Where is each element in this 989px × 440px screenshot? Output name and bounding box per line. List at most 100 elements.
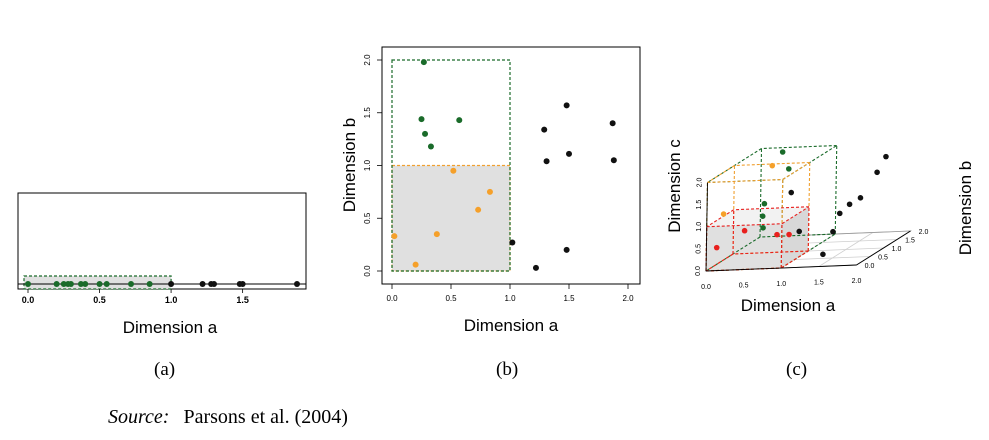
panel-c-floor-gridline bbox=[818, 232, 874, 267]
panel-b-point bbox=[566, 150, 572, 157]
panel-c-point bbox=[786, 231, 792, 238]
panel-c-y-axis-label: Dimension b bbox=[956, 161, 975, 256]
panel-a-x-axis-label: Dimension a bbox=[123, 318, 218, 337]
panel-a-frame bbox=[17, 192, 307, 290]
panel-c-x-tick-label: 1.5 bbox=[814, 280, 824, 287]
panel-c-point bbox=[779, 149, 786, 155]
panel-b-y-axis-label: Dimension b bbox=[340, 118, 359, 213]
panel-a-point bbox=[199, 281, 206, 287]
panel-c-orange-box-edge bbox=[782, 162, 811, 180]
panel-b-green-region bbox=[391, 59, 511, 272]
panel-b-x-axis-label: Dimension a bbox=[464, 316, 559, 335]
panel-b-point bbox=[543, 158, 550, 165]
panel-c-z-axis bbox=[705, 182, 708, 272]
panel-c-point bbox=[760, 225, 766, 231]
panel-c-y-tick-label: 1.5 bbox=[905, 238, 915, 245]
panel-b-point bbox=[486, 188, 493, 195]
panel-b-point bbox=[433, 231, 440, 238]
caption-a: (a) bbox=[154, 359, 176, 380]
source-label: Source: bbox=[108, 406, 170, 428]
panel-b-point bbox=[450, 167, 457, 174]
panel-b-y-tick-label: 2.0 bbox=[363, 54, 372, 66]
panel-c-point bbox=[720, 211, 727, 217]
panel-b-point bbox=[456, 117, 463, 124]
panel-c-red-cube-face bbox=[781, 206, 809, 268]
panel-a-x-tick-label: 1.5 bbox=[236, 295, 249, 305]
panel-c-x-tick-label: 2.0 bbox=[852, 278, 862, 285]
source-note: Source: Parsons et al. (2004) bbox=[108, 406, 348, 429]
panel-c-point bbox=[788, 189, 795, 196]
panel-c-point bbox=[857, 195, 864, 201]
panel-c-z-tick-label: 2.0 bbox=[697, 178, 704, 188]
panel-c-point bbox=[883, 153, 889, 160]
panel-c-x-axis-label: Dimension a bbox=[741, 296, 836, 315]
panel-b-point bbox=[418, 116, 425, 123]
panel-b-point bbox=[563, 246, 570, 253]
panel-c-y-tick-label: 1.0 bbox=[892, 246, 902, 253]
panel-b-x-tick-label: 0.0 bbox=[386, 294, 398, 303]
panel-a-point bbox=[128, 281, 135, 287]
panel-c-plot: 0.0 0.5 1.0 1.5 2.00.00.51.01.52.00.00.51.01… bbox=[665, 139, 975, 315]
caption-c: (c) bbox=[786, 359, 808, 380]
panel-b-point bbox=[475, 206, 482, 213]
panel-b-x-tick-label: 2.0 bbox=[622, 294, 634, 303]
panel-a-point bbox=[103, 281, 110, 287]
panel-a-x-tick-label: 0.5 bbox=[93, 295, 106, 305]
panel-c-red-box-edge bbox=[706, 209, 735, 228]
panel-c-red-box-edge bbox=[780, 223, 783, 269]
panel-c-z-tick-label: 0.5 bbox=[695, 244, 702, 254]
panel-b-shaded-region bbox=[391, 164, 511, 272]
panel-c-orange-box-edge bbox=[707, 178, 783, 184]
panel-c-point bbox=[741, 227, 748, 234]
panel-a-point bbox=[294, 281, 300, 287]
panel-c-point bbox=[796, 228, 803, 235]
panel-c-point bbox=[874, 169, 880, 176]
panel-b-point bbox=[541, 126, 548, 133]
panel-c-green-box-edge bbox=[834, 145, 838, 235]
panel-c-z-axis-label: Dimension c bbox=[665, 139, 684, 233]
panel-c-red-box-edge bbox=[732, 250, 809, 255]
panel-c-red-box-edge bbox=[733, 206, 810, 211]
panel-b-x-tick-label: 0.5 bbox=[445, 294, 457, 303]
panel-c-green-box-edge bbox=[759, 233, 836, 238]
panel-a-point bbox=[168, 281, 175, 287]
panel-c-y-tick-label: 0.5 bbox=[878, 255, 888, 262]
panel-a-x-tick-label: 0.0 bbox=[22, 295, 35, 305]
panel-b-plot: 0.0 0.5 1.0 1.5 2.0 0.0 0.5 1.0 1.5 2.0 Dimension … bbox=[340, 46, 641, 335]
panel-a-point bbox=[67, 281, 74, 287]
panel-b-point bbox=[427, 143, 434, 150]
panel-b-point bbox=[420, 59, 427, 66]
panel-a-point bbox=[211, 281, 218, 287]
panel-c-x-axis bbox=[705, 264, 857, 272]
panel-c-y-tick-label: 0.0 bbox=[865, 263, 875, 270]
panel-c-point bbox=[713, 244, 720, 251]
panel-c-point bbox=[785, 166, 792, 172]
panel-c-z-tick-label: 1.0 bbox=[696, 222, 703, 232]
panel-c-point bbox=[820, 251, 826, 258]
panel-c-green-box-edge bbox=[761, 144, 837, 150]
panel-c-red-box-edge bbox=[706, 223, 783, 228]
panel-c-point bbox=[761, 200, 768, 207]
panel-c-point bbox=[769, 162, 776, 169]
panel-c-x-tick-label: 1.0 bbox=[776, 281, 786, 288]
panel-b-y-tick-label: 1.0 bbox=[363, 159, 372, 171]
panel-c-y-axis bbox=[856, 230, 911, 266]
panel-c-red-box-edge bbox=[807, 206, 810, 252]
panel-b-point bbox=[609, 120, 616, 127]
caption-b: (b) bbox=[496, 359, 519, 380]
panel-c-red-cube-face bbox=[706, 206, 809, 227]
panel-b-y-tick-label: 0.5 bbox=[363, 212, 372, 224]
panel-c-red-box-edge bbox=[705, 253, 734, 272]
panel-c-point bbox=[846, 201, 853, 208]
panel-a-point bbox=[96, 281, 103, 287]
panel-a-point bbox=[53, 281, 60, 287]
panel-b-point bbox=[610, 157, 617, 164]
panel-c-z-tick-label: 1.5 bbox=[696, 200, 703, 210]
panel-b-point bbox=[509, 239, 516, 246]
panel-b-y-tick-label: 1.5 bbox=[363, 107, 372, 119]
panel-a-point bbox=[25, 281, 31, 287]
panel-c-red-box-edge bbox=[732, 209, 735, 255]
panel-b-point bbox=[563, 102, 570, 109]
panel-b-point bbox=[532, 264, 539, 271]
